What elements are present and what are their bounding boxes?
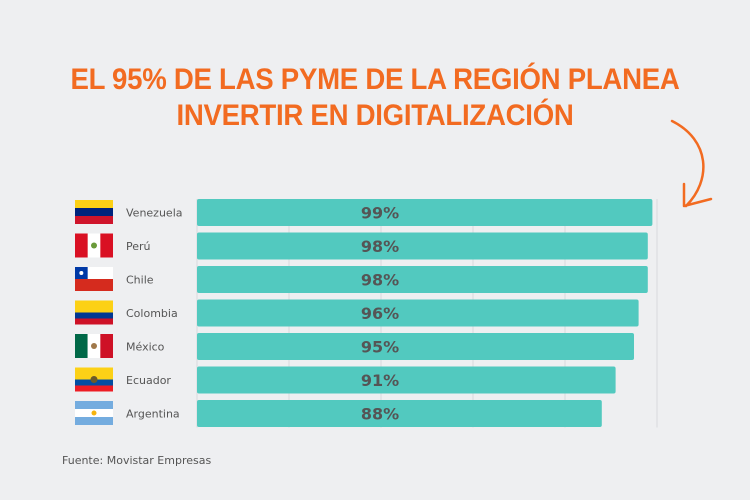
flag-ecuador-icon <box>75 367 113 392</box>
bar-row: Argentina 88% <box>75 400 602 427</box>
arrow-icon <box>670 119 713 208</box>
bar <box>197 232 648 260</box>
flag-argentina-icon <box>75 401 113 425</box>
category-label: Argentina <box>126 408 180 421</box>
chart-title: EL 95% DE LAS PYME DE LA REGIÓN PLANEA I… <box>30 62 720 134</box>
data-label: 91% <box>361 371 399 390</box>
flag-venezuela-icon <box>75 200 113 224</box>
source-note: Fuente: Movistar Empresas <box>62 454 212 467</box>
data-label: 95% <box>361 338 399 357</box>
title-line-2: INVERTIR EN DIGITALIZACIÓN <box>176 99 574 132</box>
bar-row: Perú 98% <box>75 232 648 260</box>
data-label: 96% <box>361 304 399 323</box>
bar <box>197 266 648 293</box>
bar <box>197 400 602 427</box>
category-label: Perú <box>126 240 151 253</box>
data-label: 98% <box>361 237 399 256</box>
bar <box>197 366 616 394</box>
data-label: 99% <box>361 204 399 223</box>
bar-row: Chile 98% <box>75 266 648 293</box>
bar <box>197 299 639 327</box>
category-label: Chile <box>126 274 154 287</box>
category-label: México <box>126 341 165 354</box>
flag-chile-icon <box>75 267 113 291</box>
bar <box>197 199 653 226</box>
bar <box>197 333 634 360</box>
flag-colombia-icon <box>75 300 113 325</box>
bar-row: Ecuador 91% <box>75 366 616 394</box>
category-label: Ecuador <box>126 374 171 387</box>
bar-row: México 95% <box>75 333 634 360</box>
data-label: 98% <box>361 271 399 290</box>
category-label: Colombia <box>126 307 178 320</box>
category-label: Venezuela <box>126 207 183 220</box>
bar-row: Colombia 96% <box>75 299 639 327</box>
flag-mexico-icon <box>75 334 113 358</box>
bar-row: Venezuela 99% <box>75 199 653 226</box>
data-label: 88% <box>361 405 399 424</box>
flag-peru-icon <box>75 233 113 258</box>
title-line-1: EL 95% DE LAS PYME DE LA REGIÓN PLANEA <box>70 63 680 96</box>
